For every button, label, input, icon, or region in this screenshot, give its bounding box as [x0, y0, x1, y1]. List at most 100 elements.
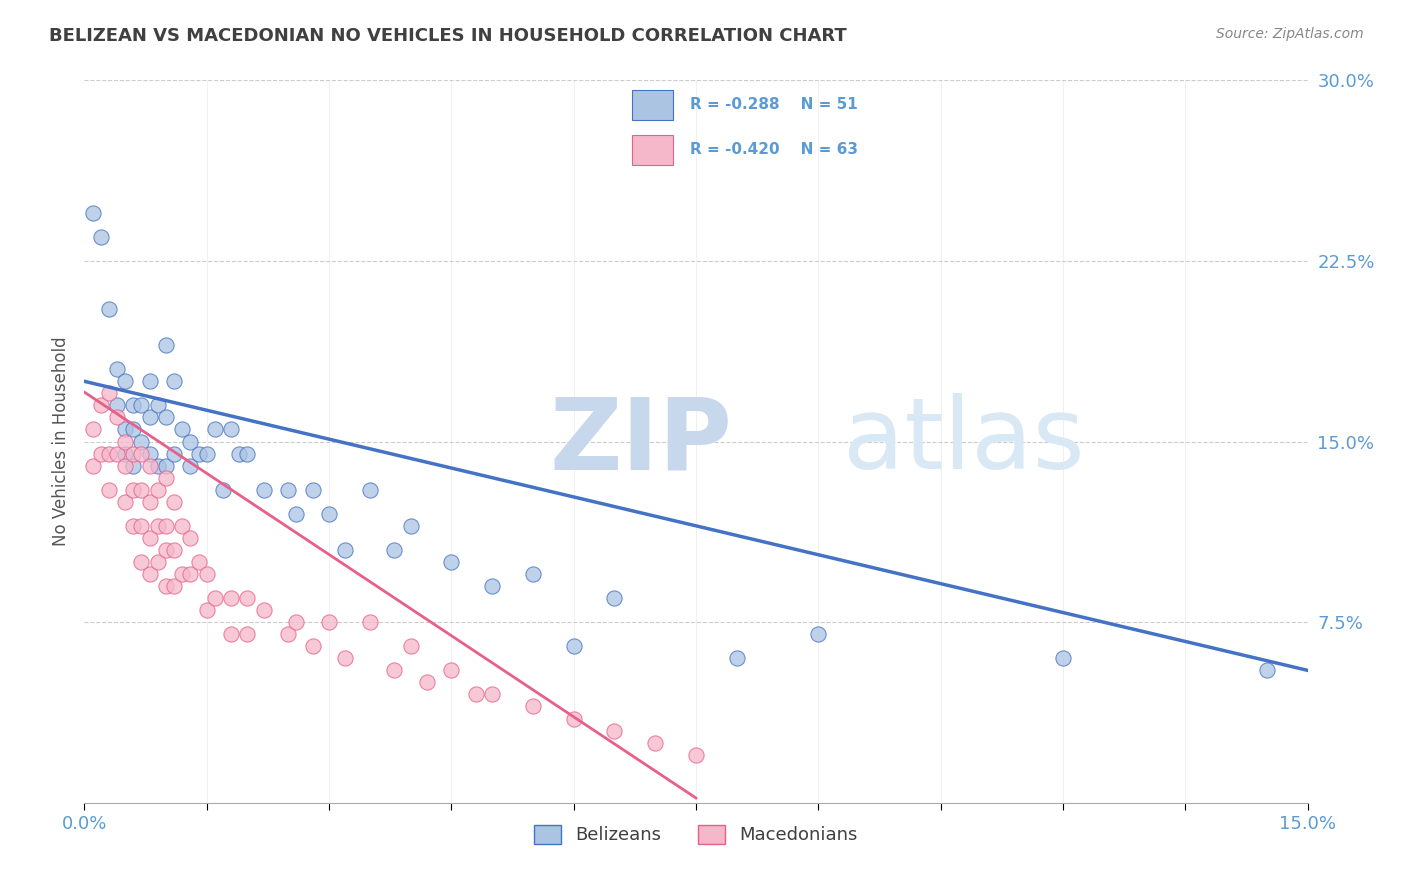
Point	[318, 507, 340, 521]
Point	[253, 483, 276, 497]
Point	[105, 410, 128, 425]
Point	[219, 627, 242, 641]
Point	[122, 458, 145, 473]
Point	[1052, 651, 1074, 665]
Point	[155, 579, 177, 593]
Point	[562, 712, 585, 726]
Point	[97, 386, 120, 401]
Point	[90, 398, 112, 412]
Point	[138, 531, 160, 545]
Text: BELIZEAN VS MACEDONIAN NO VEHICLES IN HOUSEHOLD CORRELATION CHART: BELIZEAN VS MACEDONIAN NO VEHICLES IN HO…	[49, 27, 846, 45]
Point	[146, 555, 169, 569]
Point	[155, 542, 177, 557]
Point	[195, 603, 218, 617]
Point	[204, 422, 226, 436]
Point	[187, 555, 209, 569]
Point	[114, 434, 136, 449]
Point	[131, 555, 153, 569]
Point	[97, 301, 120, 317]
Point	[399, 518, 422, 533]
Point	[236, 591, 259, 605]
Point	[464, 687, 486, 701]
Point	[114, 446, 136, 460]
Point	[359, 615, 381, 630]
Point	[1256, 664, 1278, 678]
Point	[219, 591, 242, 605]
Point	[685, 747, 707, 762]
Point	[138, 567, 160, 582]
Legend: Belizeans, Macedonians: Belizeans, Macedonians	[527, 818, 865, 852]
Point	[212, 483, 235, 497]
Point	[382, 542, 405, 557]
Point	[105, 398, 128, 412]
Point	[155, 470, 177, 484]
Point	[416, 675, 439, 690]
Point	[131, 446, 153, 460]
Text: atlas: atlas	[842, 393, 1084, 490]
Point	[131, 398, 153, 412]
Point	[285, 507, 308, 521]
Point	[138, 374, 160, 388]
Point	[179, 434, 201, 449]
Point	[163, 374, 186, 388]
Point	[105, 362, 128, 376]
Point	[481, 687, 503, 701]
Point	[179, 567, 201, 582]
Point	[138, 494, 160, 508]
Point	[114, 422, 136, 436]
Point	[131, 434, 153, 449]
Point	[163, 542, 186, 557]
Point	[131, 483, 153, 497]
Point	[522, 567, 544, 582]
Point	[114, 494, 136, 508]
Point	[228, 446, 250, 460]
Point	[155, 458, 177, 473]
Point	[440, 664, 463, 678]
Point	[155, 518, 177, 533]
Point	[236, 446, 259, 460]
Point	[146, 518, 169, 533]
Point	[138, 458, 160, 473]
Point	[644, 735, 666, 749]
Point	[179, 531, 201, 545]
Point	[82, 422, 104, 436]
Point	[285, 615, 308, 630]
FancyBboxPatch shape	[633, 89, 672, 120]
Point	[90, 446, 112, 460]
Point	[146, 458, 169, 473]
Point	[146, 483, 169, 497]
Text: Source: ZipAtlas.com: Source: ZipAtlas.com	[1216, 27, 1364, 41]
Point	[359, 483, 381, 497]
Point	[301, 639, 323, 653]
Point	[163, 446, 186, 460]
Text: R = -0.288    N = 51: R = -0.288 N = 51	[689, 97, 858, 112]
Point	[335, 651, 357, 665]
Point	[114, 458, 136, 473]
Point	[481, 579, 503, 593]
Point	[82, 458, 104, 473]
Point	[195, 446, 218, 460]
Point	[277, 483, 299, 497]
Point	[97, 446, 120, 460]
Point	[603, 723, 626, 738]
Point	[195, 567, 218, 582]
Point	[277, 627, 299, 641]
Point	[725, 651, 748, 665]
Point	[122, 446, 145, 460]
Point	[105, 446, 128, 460]
Point	[155, 410, 177, 425]
Point	[807, 627, 830, 641]
Point	[163, 494, 186, 508]
Point	[187, 446, 209, 460]
Y-axis label: No Vehicles in Household: No Vehicles in Household	[52, 336, 70, 547]
Point	[440, 555, 463, 569]
Point	[155, 338, 177, 352]
Point	[172, 567, 194, 582]
Point	[399, 639, 422, 653]
Text: R = -0.420    N = 63: R = -0.420 N = 63	[689, 142, 858, 157]
Point	[219, 422, 242, 436]
Point	[90, 230, 112, 244]
Point	[603, 591, 626, 605]
Point	[146, 398, 169, 412]
Point	[522, 699, 544, 714]
